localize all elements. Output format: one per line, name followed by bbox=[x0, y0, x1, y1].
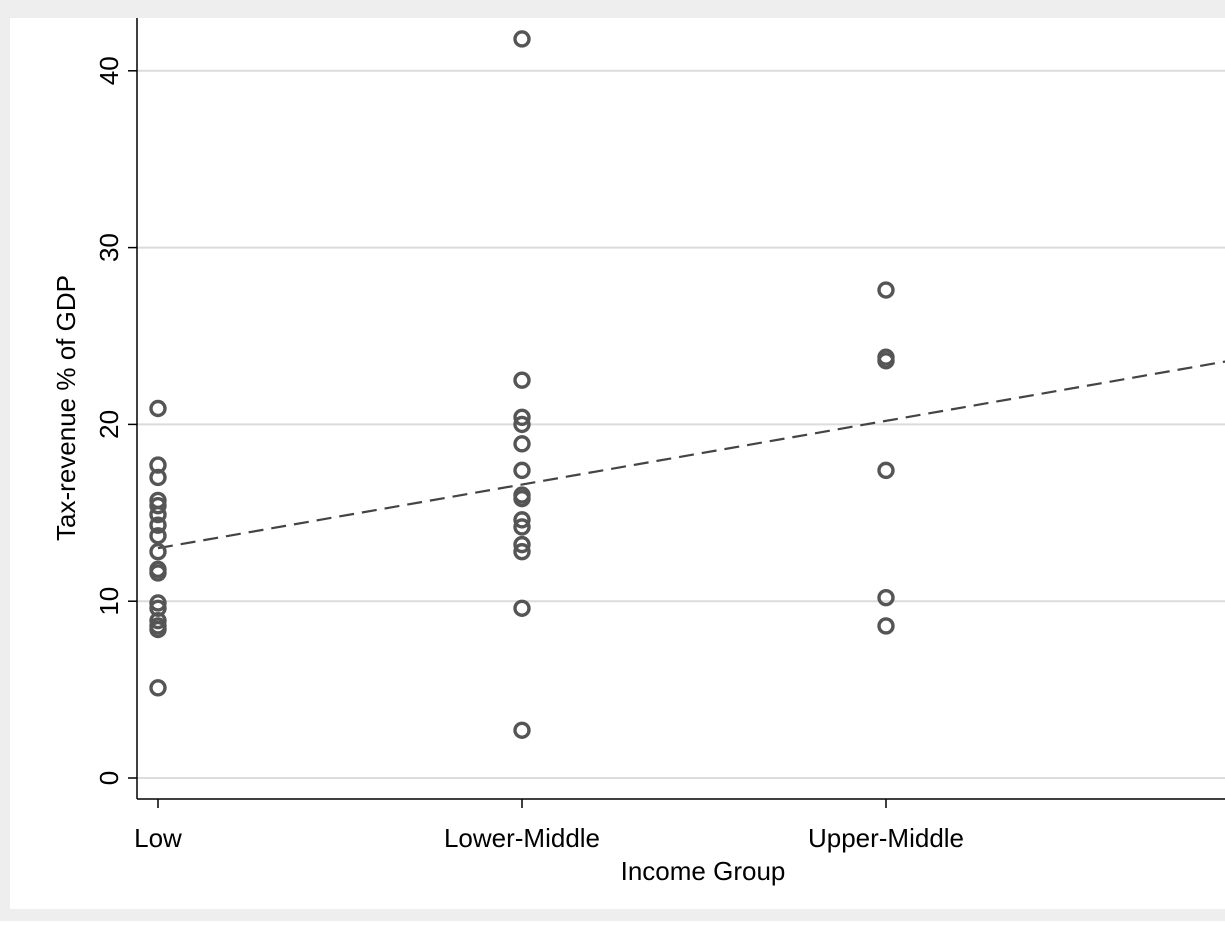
scatter-point bbox=[149, 468, 167, 487]
x-tick-label: Lower-Middle bbox=[444, 823, 600, 853]
y-tick-label: 20 bbox=[94, 410, 124, 439]
scatter-point bbox=[877, 352, 895, 370]
scatter-point bbox=[513, 518, 531, 536]
points-layer bbox=[149, 30, 895, 739]
scatter-point bbox=[149, 505, 167, 524]
x-tick-label: Upper-Middle bbox=[808, 823, 964, 853]
scatter-point bbox=[149, 611, 167, 630]
y-tick-label: 30 bbox=[94, 233, 124, 262]
scatter-point bbox=[513, 489, 531, 508]
scatter-point bbox=[149, 594, 167, 612]
scatter-point bbox=[513, 461, 531, 480]
scatter-point bbox=[513, 435, 531, 453]
scatter-point bbox=[149, 497, 167, 515]
x-axis-title: Income Group bbox=[621, 856, 786, 886]
scatter-point bbox=[513, 542, 531, 561]
scatter-point bbox=[877, 281, 895, 299]
scatter-point bbox=[149, 620, 167, 639]
scatter-point bbox=[149, 527, 167, 545]
scatter-point bbox=[877, 588, 895, 607]
scatter-point bbox=[149, 399, 167, 418]
scatter-point bbox=[877, 461, 895, 480]
gridlines bbox=[137, 69, 1225, 779]
plot-background bbox=[10, 18, 1225, 909]
scatter-point bbox=[149, 516, 167, 534]
y-tick-label: 10 bbox=[94, 587, 124, 616]
fit-line-layer bbox=[157, 360, 1225, 550]
scatter-point bbox=[513, 371, 531, 389]
x-tick-label: Low bbox=[134, 823, 182, 853]
fitted-line bbox=[157, 360, 1225, 550]
y-tick-label: 40 bbox=[94, 56, 124, 85]
scatter-point bbox=[513, 511, 531, 529]
scatter-point bbox=[513, 599, 531, 617]
scatter-point bbox=[149, 679, 167, 697]
y-axis-title: Tax-revenue % of GDP bbox=[51, 275, 81, 541]
scatter-point bbox=[877, 617, 895, 635]
scatter-point bbox=[149, 542, 167, 561]
scatter-point bbox=[513, 408, 531, 427]
y-tick-label: 0 bbox=[94, 771, 124, 785]
scatter-point bbox=[513, 721, 531, 739]
scatter-point bbox=[513, 535, 531, 554]
scatter-point bbox=[513, 30, 531, 48]
scatter-point bbox=[513, 415, 531, 434]
scatter-point bbox=[149, 564, 167, 582]
